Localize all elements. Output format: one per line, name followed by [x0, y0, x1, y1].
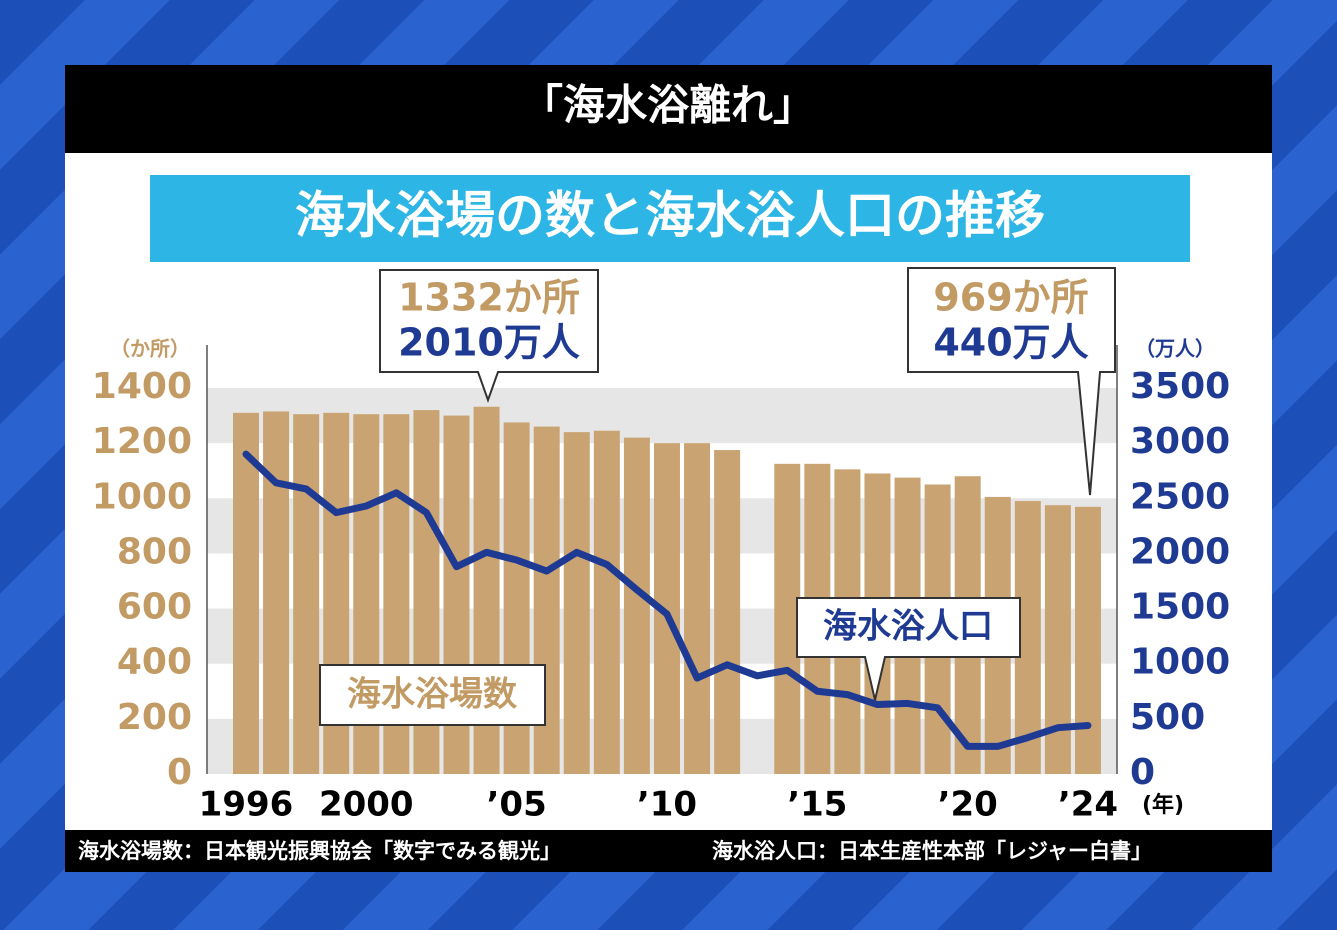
- y-tick-label: 0: [167, 752, 192, 793]
- y2-tick-label: 3500: [1130, 366, 1230, 407]
- y2-tick-label: 3000: [1130, 421, 1230, 462]
- y2-tick-label: 1500: [1130, 587, 1230, 628]
- annotation: 1332か所: [398, 276, 580, 320]
- source: 海水浴場数：日本観光振興協会「数字でみる観光」: [78, 839, 561, 863]
- y-unit: （か所）: [110, 337, 190, 361]
- callout-box: [907, 267, 1116, 496]
- bar: [563, 432, 590, 774]
- x-tick-label: ’24: [1058, 785, 1118, 825]
- x-tick-label: ’10: [637, 785, 697, 825]
- y2-tick-label: 1000: [1130, 642, 1230, 683]
- y-tick-label: 600: [117, 587, 192, 628]
- x-tick-label: ’15: [787, 785, 847, 825]
- x-tick-label: 1996: [199, 785, 294, 825]
- x-tick-label: ’05: [487, 785, 547, 825]
- y-tick-label: 800: [117, 531, 192, 572]
- y-tick-label: 1000: [92, 476, 192, 517]
- footer-band: [65, 830, 1272, 872]
- line: [242, 450, 1092, 750]
- y2-tick-label: 2000: [1130, 531, 1230, 572]
- y-tick-label: 400: [117, 642, 192, 683]
- legend-label: 海水浴人口: [823, 607, 993, 647]
- y2-tick-label: 2500: [1130, 476, 1230, 517]
- bar: [623, 437, 650, 774]
- x-unit: (年): [1142, 792, 1184, 818]
- legend-box: [319, 664, 546, 726]
- annotation: 440万人: [933, 321, 1088, 365]
- title-box: [150, 175, 1190, 262]
- y-tick-label: 200: [117, 697, 192, 738]
- header-band: [65, 65, 1272, 153]
- bar: [714, 450, 741, 774]
- bar: [1074, 506, 1101, 774]
- bar: [233, 412, 259, 774]
- y2-tick-label: 0: [1130, 752, 1155, 793]
- bar: [293, 414, 320, 774]
- chart-title: 海水浴場の数と海水浴人口の推移: [295, 187, 1045, 245]
- y-tick-label: 1400: [92, 366, 192, 407]
- legend-box: [796, 597, 1021, 701]
- bar: [774, 463, 801, 774]
- y2-unit: （万人）: [1135, 337, 1215, 361]
- bar: [263, 411, 290, 774]
- source: 海水浴人口：日本生産性本部「レジャー白書」: [712, 839, 1152, 863]
- callout-box: [379, 269, 599, 403]
- annotation: 969か所: [933, 276, 1088, 320]
- y2-tick-label: 500: [1130, 697, 1205, 738]
- x-tick-label: ’20: [938, 785, 998, 825]
- header-title: 「海水浴離れ」: [521, 81, 815, 130]
- y-tick-label: 1200: [92, 421, 192, 462]
- x-tick-label: 2000: [319, 785, 414, 825]
- bar: [684, 443, 711, 774]
- bar: [593, 430, 620, 774]
- annotation: 2010万人: [398, 321, 580, 365]
- legend-label: 海水浴場数: [347, 675, 517, 715]
